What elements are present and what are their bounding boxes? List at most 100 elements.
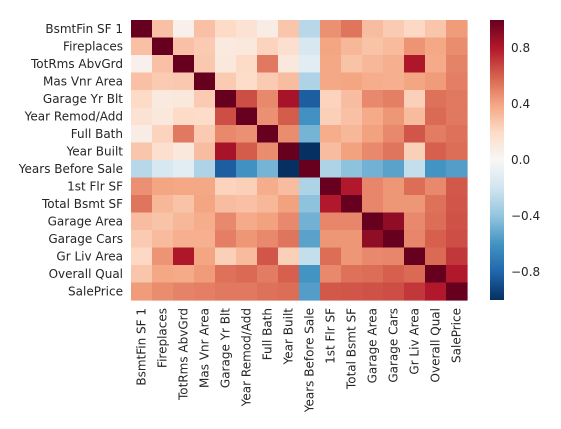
heatmap-cell-overall-qual-garage-cars [383,265,405,284]
heatmap-cell-garage-cars-garage-yr-blt [215,230,237,249]
heatmap-cell-totrms-abvgrd-total-bsmt-sf [341,55,363,74]
heatmap-cell-saleprice-1st-flr-sf [320,282,342,301]
heatmap-cell-fireplaces-garage-area [362,37,384,56]
heatmap-cell-mas-vnr-area-fireplaces [152,72,174,91]
heatmap-cell-garage-yr-blt-overall-qual [425,90,447,109]
heatmap-cell-bsmtfin-sf-1-mas-vnr-area [194,20,216,39]
heatmap-cell-mas-vnr-area-1st-flr-sf [320,72,342,91]
heatmap-cell-garage-cars-full-bath [257,230,279,249]
heatmap-cell-year-remod-add-full-bath [257,107,279,126]
heatmap-cell-overall-qual-saleprice [446,265,468,284]
heatmap-cell-year-built-garage-area [362,142,384,161]
heatmap-cell-fireplaces-mas-vnr-area [194,37,216,56]
heatmap-cell-1st-flr-sf-garage-yr-blt [215,177,237,196]
column-label-year-built: Year Built [282,308,296,366]
heatmap-cell-bsmtfin-sf-1-garage-yr-blt [215,20,237,39]
heatmap-cell-saleprice-mas-vnr-area [194,282,216,301]
heatmap-cell-year-remod-add-total-bsmt-sf [341,107,363,126]
heatmap-cell-garage-area-garage-cars [383,212,405,231]
column-label-bsmtfin-sf-1: BsmtFin SF 1 [135,308,149,386]
column-label-total-bsmt-sf: Total Bsmt SF [345,308,359,390]
heatmap-cell-year-remod-add-garage-area [362,107,384,126]
heatmap-cell-garage-cars-mas-vnr-area [194,230,216,249]
heatmap-cell-fireplaces-garage-cars [383,37,405,56]
heatmap-cell-years-before-sale-year-built [278,160,300,179]
heatmap-cell-garage-cars-overall-qual [425,230,447,249]
heatmap-cell-fireplaces-year-built [278,37,300,56]
heatmap-cell-1st-flr-sf-1st-flr-sf [320,177,342,196]
column-label-saleprice: SalePrice [450,308,464,363]
heatmap-cell-mas-vnr-area-years-before-sale [299,72,321,91]
heatmap-cell-years-before-sale-fireplaces [152,160,174,179]
row-label-saleprice: SalePrice [68,284,123,298]
heatmap-cell-mas-vnr-area-garage-cars [383,72,405,91]
heatmap-cell-totrms-abvgrd-overall-qual [425,55,447,74]
heatmap-cell-years-before-sale-totrms-abvgrd [173,160,195,179]
heatmap-cell-garage-yr-blt-bsmtfin-sf-1 [131,90,153,109]
heatmap-cell-1st-flr-sf-totrms-abvgrd [173,177,195,196]
heatmap-cell-totrms-abvgrd-bsmtfin-sf-1 [131,55,153,74]
heatmap-cell-garage-yr-blt-garage-area [362,90,384,109]
heatmap-cell-total-bsmt-sf-gr-liv-area [404,195,426,214]
heatmap-cell-garage-area-gr-liv-area [404,212,426,231]
heatmap-cell-garage-area-totrms-abvgrd [173,212,195,231]
heatmap-cell-totrms-abvgrd-garage-cars [383,55,405,74]
heatmap-cell-garage-cars-1st-flr-sf [320,230,342,249]
heatmap-cell-fireplaces-fireplaces [152,37,174,56]
heatmap-cell-totrms-abvgrd-year-built [278,55,300,74]
heatmap-cell-years-before-sale-overall-qual [425,160,447,179]
heatmap-cell-bsmtfin-sf-1-overall-qual [425,20,447,39]
heatmap-cell-fireplaces-gr-liv-area [404,37,426,56]
heatmap-cell-garage-area-year-remod-add [236,212,258,231]
heatmap-cell-gr-liv-area-year-remod-add [236,247,258,266]
heatmap-cell-saleprice-fireplaces [152,282,174,301]
row-label-overall-qual: Overall Qual [49,267,123,281]
heatmap-cell-full-bath-garage-cars [383,125,405,144]
column-label-overall-qual: Overall Qual [429,308,443,382]
heatmap-cell-gr-liv-area-bsmtfin-sf-1 [131,247,153,266]
heatmap-cell-overall-qual-garage-area [362,265,384,284]
heatmap-cell-year-remod-add-garage-cars [383,107,405,126]
heatmap-cell-garage-area-bsmtfin-sf-1 [131,212,153,231]
heatmap-cell-garage-area-years-before-sale [299,212,321,231]
heatmap-cell-bsmtfin-sf-1-bsmtfin-sf-1 [131,20,153,39]
heatmap-cell-garage-area-year-built [278,212,300,231]
column-label-garage-cars: Garage Cars [387,308,401,383]
heatmap-cell-total-bsmt-sf-garage-cars [383,195,405,214]
heatmap-cell-full-bath-total-bsmt-sf [341,125,363,144]
heatmap-cell-1st-flr-sf-gr-liv-area [404,177,426,196]
heatmap-cell-fireplaces-garage-yr-blt [215,37,237,56]
heatmap-cell-saleprice-year-built [278,282,300,301]
heatmap-cell-year-built-years-before-sale [299,142,321,161]
heatmap-cell-garage-area-1st-flr-sf [320,212,342,231]
heatmap-cells [131,20,468,301]
heatmap-cell-years-before-sale-garage-yr-blt [215,160,237,179]
heatmap-cell-saleprice-garage-cars [383,282,405,301]
heatmap-cell-bsmtfin-sf-1-years-before-sale [299,20,321,39]
heatmap-cell-year-built-gr-liv-area [404,142,426,161]
heatmap-cell-year-built-total-bsmt-sf [341,142,363,161]
row-label-year-remod-add: Year Remod/Add [24,109,123,123]
column-label-gr-liv-area: Gr Liv Area [408,308,422,375]
heatmap-cell-garage-cars-saleprice [446,230,468,249]
heatmap-cell-years-before-sale-full-bath [257,160,279,179]
heatmap-cell-gr-liv-area-mas-vnr-area [194,247,216,266]
heatmap-cell-garage-cars-fireplaces [152,230,174,249]
heatmap-cell-totrms-abvgrd-totrms-abvgrd [173,55,195,74]
heatmap-cell-garage-yr-blt-year-remod-add [236,90,258,109]
heatmap-cell-garage-area-total-bsmt-sf [341,212,363,231]
heatmap-cell-year-built-mas-vnr-area [194,142,216,161]
column-label-totrms-abvgrd: TotRms AbvGrd [177,308,191,401]
heatmap-cell-saleprice-year-remod-add [236,282,258,301]
heatmap-cell-year-built-saleprice [446,142,468,161]
heatmap-cell-fireplaces-full-bath [257,37,279,56]
heatmap-cell-total-bsmt-sf-saleprice [446,195,468,214]
heatmap-cell-gr-liv-area-years-before-sale [299,247,321,266]
heatmap-cell-1st-flr-sf-garage-area [362,177,384,196]
row-label-garage-cars: Garage Cars [48,232,123,246]
heatmap-cell-garage-cars-year-remod-add [236,230,258,249]
heatmap-cell-overall-qual-mas-vnr-area [194,265,216,284]
heatmap-cell-fireplaces-totrms-abvgrd [173,37,195,56]
row-label-years-before-sale: Years Before Sale [18,162,123,176]
heatmap-cell-overall-qual-year-remod-add [236,265,258,284]
